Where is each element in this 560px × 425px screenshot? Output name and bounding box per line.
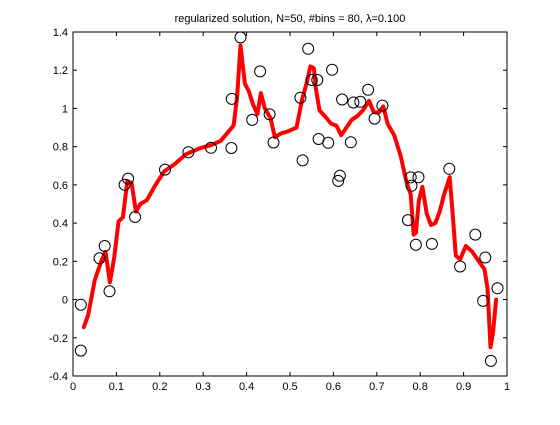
y-tick-label: 0.8 — [53, 142, 68, 154]
data-point — [332, 174, 345, 187]
data-point — [454, 260, 467, 273]
data-point — [225, 92, 238, 105]
x-tick-label: 0.8 — [413, 381, 428, 393]
data-point — [118, 178, 131, 191]
data-points-layer — [74, 31, 504, 367]
data-point — [93, 252, 106, 265]
data-point — [376, 99, 389, 112]
data-point — [333, 169, 346, 182]
data-point — [469, 228, 482, 241]
data-point — [484, 354, 497, 367]
data-point — [182, 146, 195, 159]
data-point — [246, 113, 259, 126]
data-point — [225, 142, 238, 154]
data-point — [404, 171, 417, 184]
x-tick-label: 0.7 — [369, 381, 384, 393]
x-tick-label: 0.5 — [282, 381, 297, 393]
data-point — [122, 172, 135, 185]
y-tick-label: 0.4 — [53, 218, 68, 230]
x-tick-label: 0.3 — [196, 381, 211, 393]
x-tick-label: 0.2 — [152, 381, 167, 393]
data-point — [159, 163, 171, 176]
data-point — [234, 31, 247, 44]
data-point — [362, 83, 375, 96]
x-tick-label: 0.6 — [326, 381, 341, 393]
x-tick-label: 0.9 — [456, 381, 471, 393]
y-tick-label: 0 — [62, 295, 68, 307]
data-point — [263, 108, 276, 121]
data-point — [305, 74, 318, 86]
data-point — [477, 294, 490, 307]
data-point — [368, 112, 381, 125]
data-point — [412, 171, 425, 184]
data-point — [311, 74, 324, 86]
data-point — [267, 136, 280, 149]
x-tick-label: 0 — [70, 381, 76, 393]
data-point — [74, 298, 87, 311]
data-point — [344, 136, 357, 149]
data-point — [129, 211, 142, 223]
data-point — [336, 93, 349, 106]
y-tick-label: 1 — [62, 103, 68, 115]
y-tick-label: -0.4 — [49, 371, 68, 383]
y-tick-label: 0.2 — [53, 256, 68, 268]
y-tick-label: -0.2 — [49, 333, 68, 345]
y-tick-label: 1.2 — [53, 65, 68, 77]
data-point — [296, 154, 309, 167]
data-point — [409, 238, 422, 251]
y-tick-label: 1.4 — [53, 27, 68, 39]
data-point — [479, 251, 492, 264]
data-point — [322, 136, 335, 149]
data-point — [326, 63, 339, 76]
data-point — [205, 141, 217, 154]
regularized-solution-line — [81, 43, 499, 350]
axes-box — [72, 31, 508, 377]
chart-title: regularized solution, N=50, #bins = 80, … — [175, 13, 406, 25]
data-point — [254, 65, 267, 78]
regularized-solution-layer — [81, 43, 499, 350]
data-point — [103, 285, 116, 298]
data-point — [491, 282, 504, 295]
data-point — [347, 96, 360, 109]
x-tick-label: 0.4 — [239, 381, 254, 393]
tick-layer: 0 0.1 0.2 0.3 0.4 0.5 0.6 0.7 0.8 0.9 1 -0.4 -0.2 0 0.… — [49, 27, 510, 393]
x-tick-label: 1 — [504, 381, 510, 393]
data-point — [443, 162, 456, 175]
data-point — [98, 240, 111, 252]
x-tick-label: 0.1 — [109, 381, 124, 393]
data-point — [294, 91, 307, 104]
data-point — [354, 95, 367, 108]
data-point — [302, 42, 315, 55]
data-point — [402, 214, 414, 227]
y-tick-label: 0.6 — [53, 180, 68, 192]
data-point — [425, 237, 438, 250]
data-point — [405, 179, 418, 192]
data-point — [74, 344, 87, 357]
